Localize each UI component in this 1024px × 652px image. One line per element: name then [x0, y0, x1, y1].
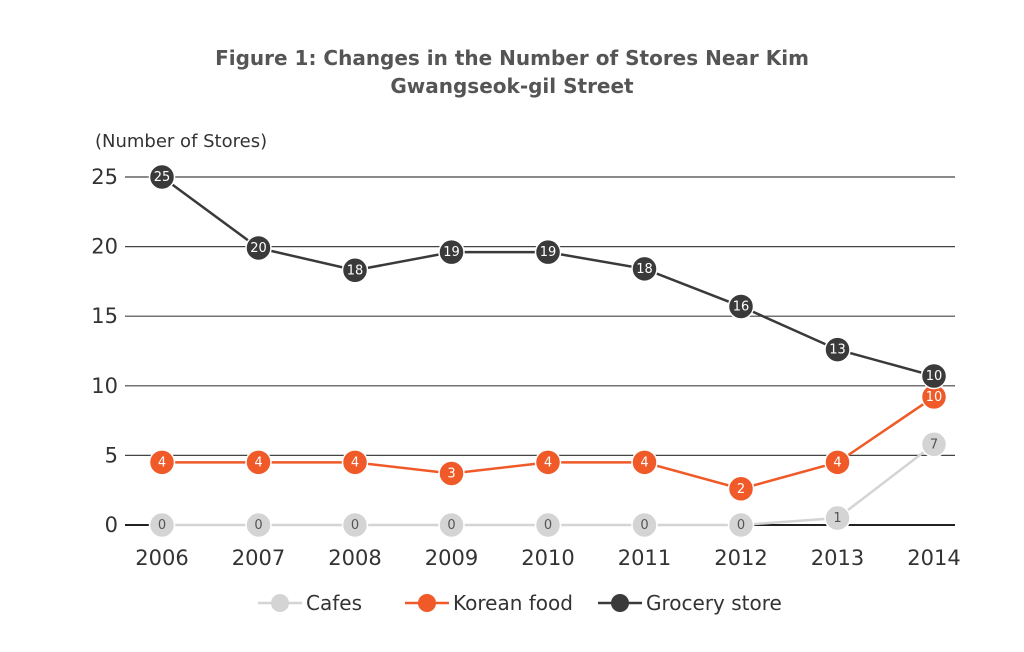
legend-item-korean-food: Korean food	[405, 591, 573, 615]
point-korean-food-2006	[148, 449, 176, 476]
data-label-grocery-store-2006: 25	[154, 170, 171, 185]
point-korean-food-2009	[438, 460, 465, 487]
y-tick-25: 25	[91, 165, 118, 189]
y-tick-0: 0	[105, 513, 118, 537]
point-cafes-2009	[438, 511, 465, 539]
y-tick-5: 5	[105, 443, 118, 467]
series-lines: 0 0 0 0 0 0 0 1 7 4 4 4 3 4 4 2 4 10 25 20 18 19 19 18 16 13 10	[148, 163, 948, 539]
point-cafes-2014	[920, 431, 948, 458]
data-label-korean-food-2006: 4	[158, 455, 166, 470]
data-label-korean-food-2014: 10	[926, 390, 943, 405]
y-tick-labels: 0 5 10 15 20 25	[91, 165, 118, 537]
data-label-grocery-store-2011: 18	[636, 262, 653, 277]
data-label-cafes-2006: 0	[158, 518, 166, 533]
point-korean-food-2007	[245, 449, 272, 476]
legend-marker-cafes	[271, 594, 289, 612]
x-tick-labels: 2006 2007 2008 2009 2010 2011 2012 2013 2014	[135, 546, 960, 570]
y-axis-label: (Number of Stores)	[95, 131, 267, 152]
x-tick-2009: 2009	[425, 546, 478, 570]
data-label-grocery-store-2007: 20	[250, 241, 267, 256]
data-label-korean-food-2009: 3	[447, 466, 455, 481]
point-cafes-2012	[727, 511, 755, 539]
data-label-korean-food-2008: 4	[351, 455, 359, 470]
y-tick-10: 10	[91, 374, 118, 398]
data-label-cafes-2007: 0	[254, 518, 262, 533]
point-korean-food-2011	[631, 449, 658, 476]
data-label-korean-food-2010: 4	[544, 455, 552, 470]
y-tick-15: 15	[91, 304, 118, 328]
legend-marker-korean-food	[418, 594, 436, 612]
legend-item-cafes: Cafes	[258, 591, 362, 615]
data-label-grocery-store-2008: 18	[347, 263, 364, 278]
data-label-cafes-2010: 0	[544, 518, 552, 533]
data-label-grocery-store-2012: 16	[733, 299, 750, 314]
data-label-korean-food-2013: 4	[833, 455, 841, 470]
x-tick-2012: 2012	[714, 546, 767, 570]
data-label-grocery-store-2010: 19	[540, 245, 557, 260]
point-cafes-2008	[341, 511, 369, 539]
point-cafes-2006	[148, 511, 176, 539]
legend: Cafes Korean food Grocery store	[258, 591, 782, 615]
x-tick-2007: 2007	[232, 546, 285, 570]
x-tick-2011: 2011	[618, 546, 671, 570]
chart-title: Figure 1: Changes in the Number of Store…	[0, 44, 1024, 100]
point-cafes-2013	[824, 504, 851, 532]
x-tick-2014: 2014	[907, 546, 960, 570]
point-grocery-store-2010	[534, 238, 562, 266]
point-cafes-2010	[534, 511, 562, 539]
data-label-grocery-store-2009: 19	[443, 245, 460, 260]
data-label-korean-food-2011: 4	[640, 455, 648, 470]
point-grocery-store-2011	[631, 255, 658, 283]
legend-label-grocery-store: Grocery store	[646, 591, 782, 615]
series-korean-food: 4 4 4 3 4 4 2 4 10	[148, 383, 948, 503]
series-cafes: 0 0 0 0 0 0 0 1 7	[148, 431, 948, 539]
point-korean-food-2010	[534, 449, 562, 476]
point-cafes-2007	[245, 511, 272, 539]
point-korean-food-2008	[341, 449, 369, 476]
data-label-cafes-2008: 0	[351, 518, 359, 533]
series-grocery-store: 25 20 18 19 19 18 16 13 10	[148, 163, 948, 390]
point-grocery-store-2006	[148, 163, 176, 191]
point-cafes-2011	[631, 511, 658, 539]
data-label-cafes-2013: 1	[833, 511, 841, 526]
data-label-grocery-store-2014: 10	[926, 369, 943, 384]
data-label-korean-food-2012: 2	[737, 482, 745, 497]
legend-label-cafes: Cafes	[306, 591, 362, 615]
x-tick-2013: 2013	[811, 546, 864, 570]
y-tick-20: 20	[91, 235, 118, 259]
series-line-grocery-store	[161, 175, 935, 378]
x-tick-2008: 2008	[328, 546, 381, 570]
x-tick-2006: 2006	[135, 546, 188, 570]
point-grocery-store-2013	[824, 336, 851, 363]
point-grocery-store-2014	[920, 362, 948, 390]
point-korean-food-2013	[824, 449, 851, 476]
chart-title-line-2: Gwangseok-gil Street	[390, 74, 634, 98]
x-tick-2010: 2010	[521, 546, 574, 570]
data-label-cafes-2012: 0	[737, 518, 745, 533]
data-label-grocery-store-2013: 13	[829, 343, 846, 358]
point-korean-food-2012	[727, 475, 755, 503]
point-grocery-store-2012	[727, 293, 755, 320]
point-grocery-store-2007	[245, 234, 272, 262]
legend-marker-grocery-store	[611, 594, 629, 612]
point-grocery-store-2008	[341, 257, 369, 284]
data-label-cafes-2009: 0	[447, 518, 455, 533]
point-grocery-store-2009	[438, 238, 465, 266]
data-label-cafes-2014: 7	[930, 437, 938, 452]
legend-item-grocery-store: Grocery store	[598, 591, 782, 615]
data-label-cafes-2011: 0	[640, 518, 648, 533]
chart-title-line-1: Figure 1: Changes in the Number of Store…	[215, 46, 809, 70]
data-label-korean-food-2007: 4	[254, 455, 262, 470]
legend-label-korean-food: Korean food	[453, 591, 573, 615]
